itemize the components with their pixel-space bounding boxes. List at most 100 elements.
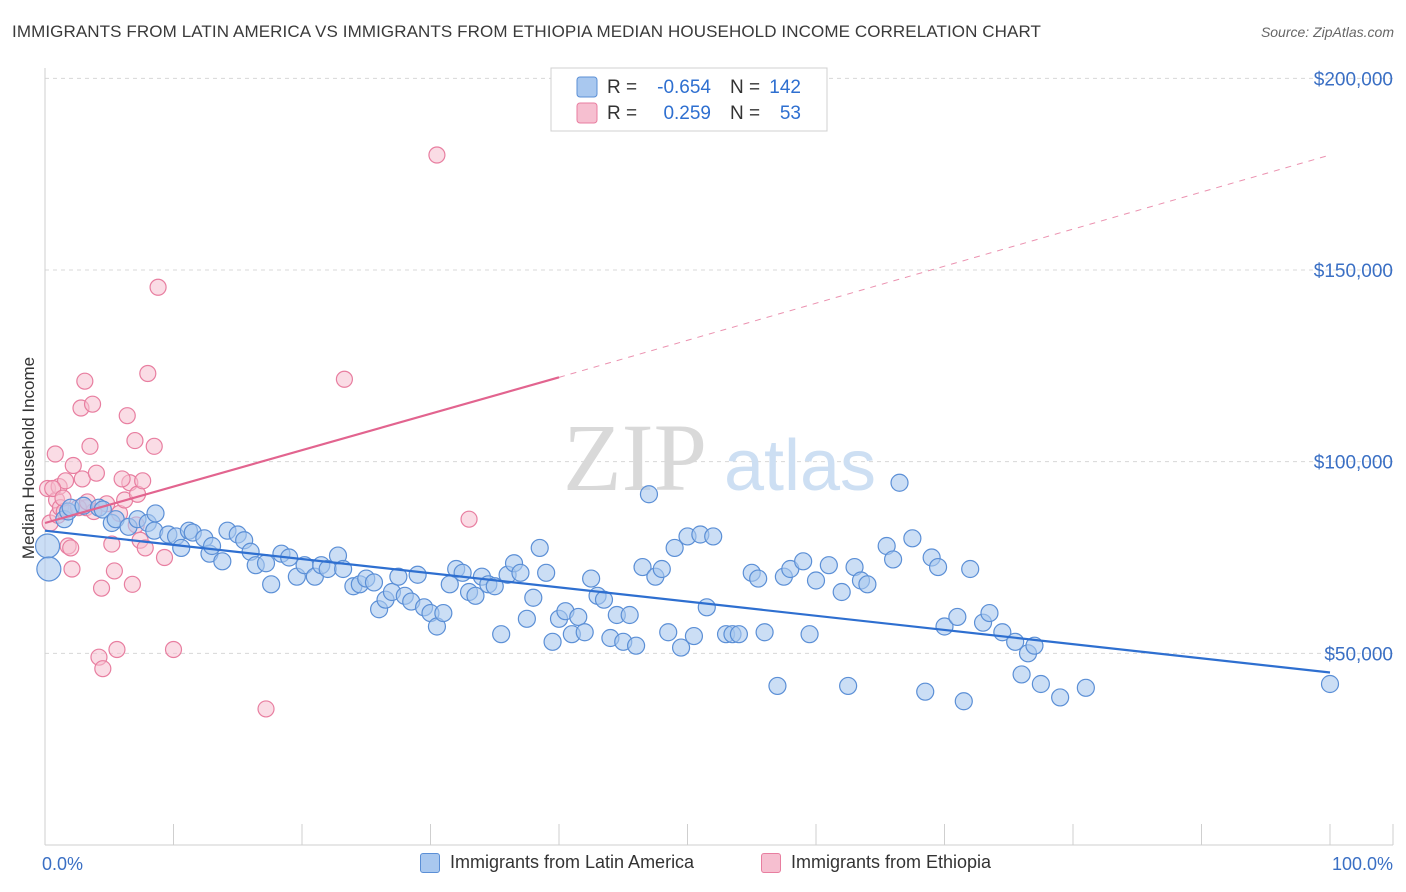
point-latin-america-69 — [530, 538, 549, 558]
point-latin-america-106 — [794, 552, 813, 571]
point-ethiopia-17 — [81, 437, 99, 455]
point-latin-america-22 — [202, 536, 222, 556]
point-latin-america-86 — [639, 485, 659, 504]
point-latin-america-117 — [890, 473, 909, 492]
point-latin-america-107 — [800, 625, 819, 644]
point-latin-america-109 — [819, 556, 838, 575]
point-latin-america-75 — [569, 607, 588, 627]
point-latin-america-57 — [453, 563, 472, 582]
point-ethiopia-33 — [126, 431, 144, 450]
point-latin-america-62 — [485, 577, 504, 596]
point-ethiopia-41 — [155, 548, 174, 567]
legend-n-label: N = — [730, 77, 760, 98]
point-latin-america-95 — [697, 598, 716, 617]
y-tick-label-0: $50,000 — [1324, 644, 1393, 665]
point-ethiopia-42 — [164, 640, 183, 659]
trend-lines — [44, 154, 1331, 674]
point-latin-america-67 — [517, 609, 536, 628]
point-latin-america-127 — [980, 603, 999, 623]
legend-label-latin-america: Immigrants from Latin America — [450, 852, 695, 872]
point-latin-america-108 — [806, 571, 826, 590]
point-ethiopia-11 — [63, 560, 81, 578]
point-latin-america-116 — [883, 550, 903, 569]
point-ethiopia-36 — [134, 472, 152, 490]
point-latin-america-103 — [768, 676, 787, 696]
point-ethiopia-2 — [46, 445, 64, 463]
y-tick-label-1: $100,000 — [1314, 453, 1393, 474]
legend-r-value-pink: 0.259 — [663, 103, 711, 124]
point-latin-america-83 — [620, 605, 639, 625]
point-latin-america-99 — [729, 625, 749, 644]
axes — [44, 68, 1394, 846]
point-ethiopia-12 — [64, 456, 82, 475]
point-ethiopia-8 — [56, 472, 75, 490]
legend-swatch-blue — [420, 852, 440, 873]
legend-r-label: R = — [607, 77, 637, 98]
point-latin-america-88 — [652, 559, 671, 579]
point-latin-america-85 — [633, 557, 652, 577]
legend-n-value-pink: 53 — [780, 103, 801, 124]
y-tick-label-3: $200,000 — [1314, 69, 1393, 90]
point-ethiopia-15 — [76, 372, 94, 390]
point-latin-america-14 — [146, 504, 165, 523]
trend-line-ethiopia-solid — [44, 376, 560, 525]
y-tick-label-2: $150,000 — [1314, 261, 1393, 282]
legend-swatch-pink — [576, 102, 598, 124]
point-latin-america-70 — [537, 563, 556, 582]
y-tick-labels: $50,000 $100,000 $150,000 $200,000 — [1314, 69, 1393, 665]
legend-swatch-pink — [761, 852, 781, 873]
y-axis-label: Median Household Income — [19, 357, 38, 559]
legend-swatch-blue — [576, 76, 598, 98]
legend-item-ethiopia: Immigrants from Ethiopia — [761, 852, 991, 873]
legend-top: R = -0.654 N = 142 R = 0.259 N = 53 — [550, 67, 828, 132]
point-latin-america-130 — [1012, 665, 1031, 684]
point-latin-america-102 — [755, 623, 774, 642]
legend-n-label: N = — [730, 103, 760, 124]
point-ethiopia-23 — [94, 660, 112, 678]
point-latin-america-90 — [665, 538, 684, 558]
point-latin-america-54 — [434, 603, 453, 623]
chart-title: IMMIGRANTS FROM LATIN AMERICA VS IMMIGRA… — [12, 22, 1042, 41]
point-latin-america-50 — [408, 565, 427, 584]
point-latin-america-93 — [684, 626, 704, 646]
point-latin-america-76 — [575, 623, 594, 642]
point-ethiopia-25 — [103, 535, 121, 553]
x-tick-labels: 0.0% 100.0% — [42, 854, 1393, 874]
point-latin-america-77 — [582, 569, 601, 588]
point-latin-america-23 — [213, 552, 232, 571]
point-latin-america-119 — [916, 682, 935, 701]
point-latin-america-133 — [1031, 674, 1050, 694]
point-latin-america-135 — [1076, 678, 1095, 697]
point-latin-america-111 — [839, 676, 858, 696]
point-ethiopia-40 — [149, 278, 167, 296]
point-latin-america-1 — [36, 556, 62, 582]
point-latin-america-59 — [466, 586, 485, 605]
point-latin-america-110 — [832, 582, 851, 602]
point-latin-america-66 — [511, 563, 530, 582]
point-latin-america-47 — [389, 567, 408, 586]
point-ethiopia-18 — [83, 395, 102, 413]
x-tick-label-1: 100.0% — [1332, 854, 1393, 874]
point-ethiopia-45 — [428, 146, 446, 164]
point-latin-america-124 — [954, 692, 973, 711]
point-latin-america-29 — [256, 554, 276, 573]
watermark-atlas: atlas — [724, 426, 876, 506]
x-tick-label-0: 0.0% — [42, 854, 83, 874]
point-ethiopia-30 — [118, 407, 136, 425]
point-latin-america-91 — [671, 638, 691, 657]
point-latin-america-17 — [172, 538, 191, 558]
point-latin-america-114 — [858, 575, 877, 594]
point-latin-america-134 — [1051, 688, 1070, 707]
point-latin-america-43 — [364, 573, 384, 592]
point-ethiopia-46 — [460, 510, 478, 528]
point-ethiopia-37 — [136, 539, 154, 557]
point-ethiopia-50 — [113, 470, 131, 488]
point-ethiopia-10 — [62, 539, 80, 557]
point-latin-america-79 — [594, 590, 614, 609]
point-ethiopia-39 — [145, 437, 163, 455]
legend-bottom: Immigrants from Latin America Immigrants… — [0, 852, 1406, 878]
trend-line-latin-america — [44, 529, 1331, 674]
point-latin-america-89 — [659, 623, 678, 642]
legend-item-latin-america: Immigrants from Latin America — [420, 852, 694, 873]
